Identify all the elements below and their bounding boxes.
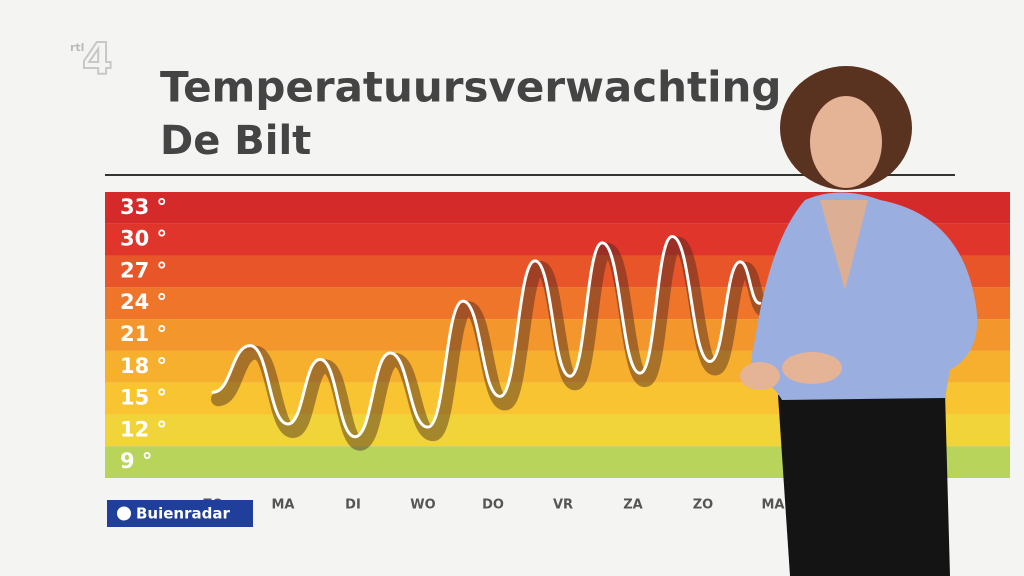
- presenter-neck: [820, 200, 868, 290]
- y-tick-label: 33 °: [120, 195, 167, 219]
- x-tick-label: WO: [410, 498, 435, 513]
- x-tick-label: ZO: [693, 498, 713, 513]
- x-tick-label: MA: [272, 498, 295, 513]
- y-tick-label: 9 °: [120, 449, 152, 473]
- presenter-blouse: [751, 192, 978, 400]
- logo-icon: [117, 506, 131, 521]
- x-tick-label: VR: [553, 498, 573, 513]
- source-logo: Buienradar: [107, 500, 253, 527]
- x-tick-label: DI: [345, 498, 361, 513]
- channel-number: 4: [82, 34, 113, 85]
- y-tick-label: 18 °: [120, 354, 167, 378]
- logo-box: [107, 500, 253, 527]
- x-tick-label: MA: [762, 498, 785, 513]
- presenter-face: [810, 96, 882, 188]
- y-tick-label: 27 °: [120, 258, 167, 282]
- chart-subtitle: De Bilt: [160, 118, 311, 164]
- channel-prefix: rtl: [70, 41, 84, 54]
- chart-title: Temperatuursverwachting: [160, 63, 781, 112]
- y-tick-label: 30 °: [120, 227, 167, 251]
- x-tick-label: ZA: [623, 498, 643, 513]
- logo-text: Buienradar: [136, 505, 230, 523]
- presenter-trousers: [778, 392, 950, 576]
- presenter-hand: [782, 352, 842, 384]
- presenter-hand: [740, 362, 780, 390]
- y-tick-label: 24 °: [120, 290, 167, 314]
- y-tick-label: 21 °: [120, 322, 167, 346]
- x-tick-label: DO: [482, 498, 504, 513]
- temperature-line: [211, 234, 762, 439]
- presenter: [740, 66, 978, 576]
- y-tick-label: 12 °: [120, 417, 167, 441]
- y-tick-label: 15 °: [120, 386, 167, 410]
